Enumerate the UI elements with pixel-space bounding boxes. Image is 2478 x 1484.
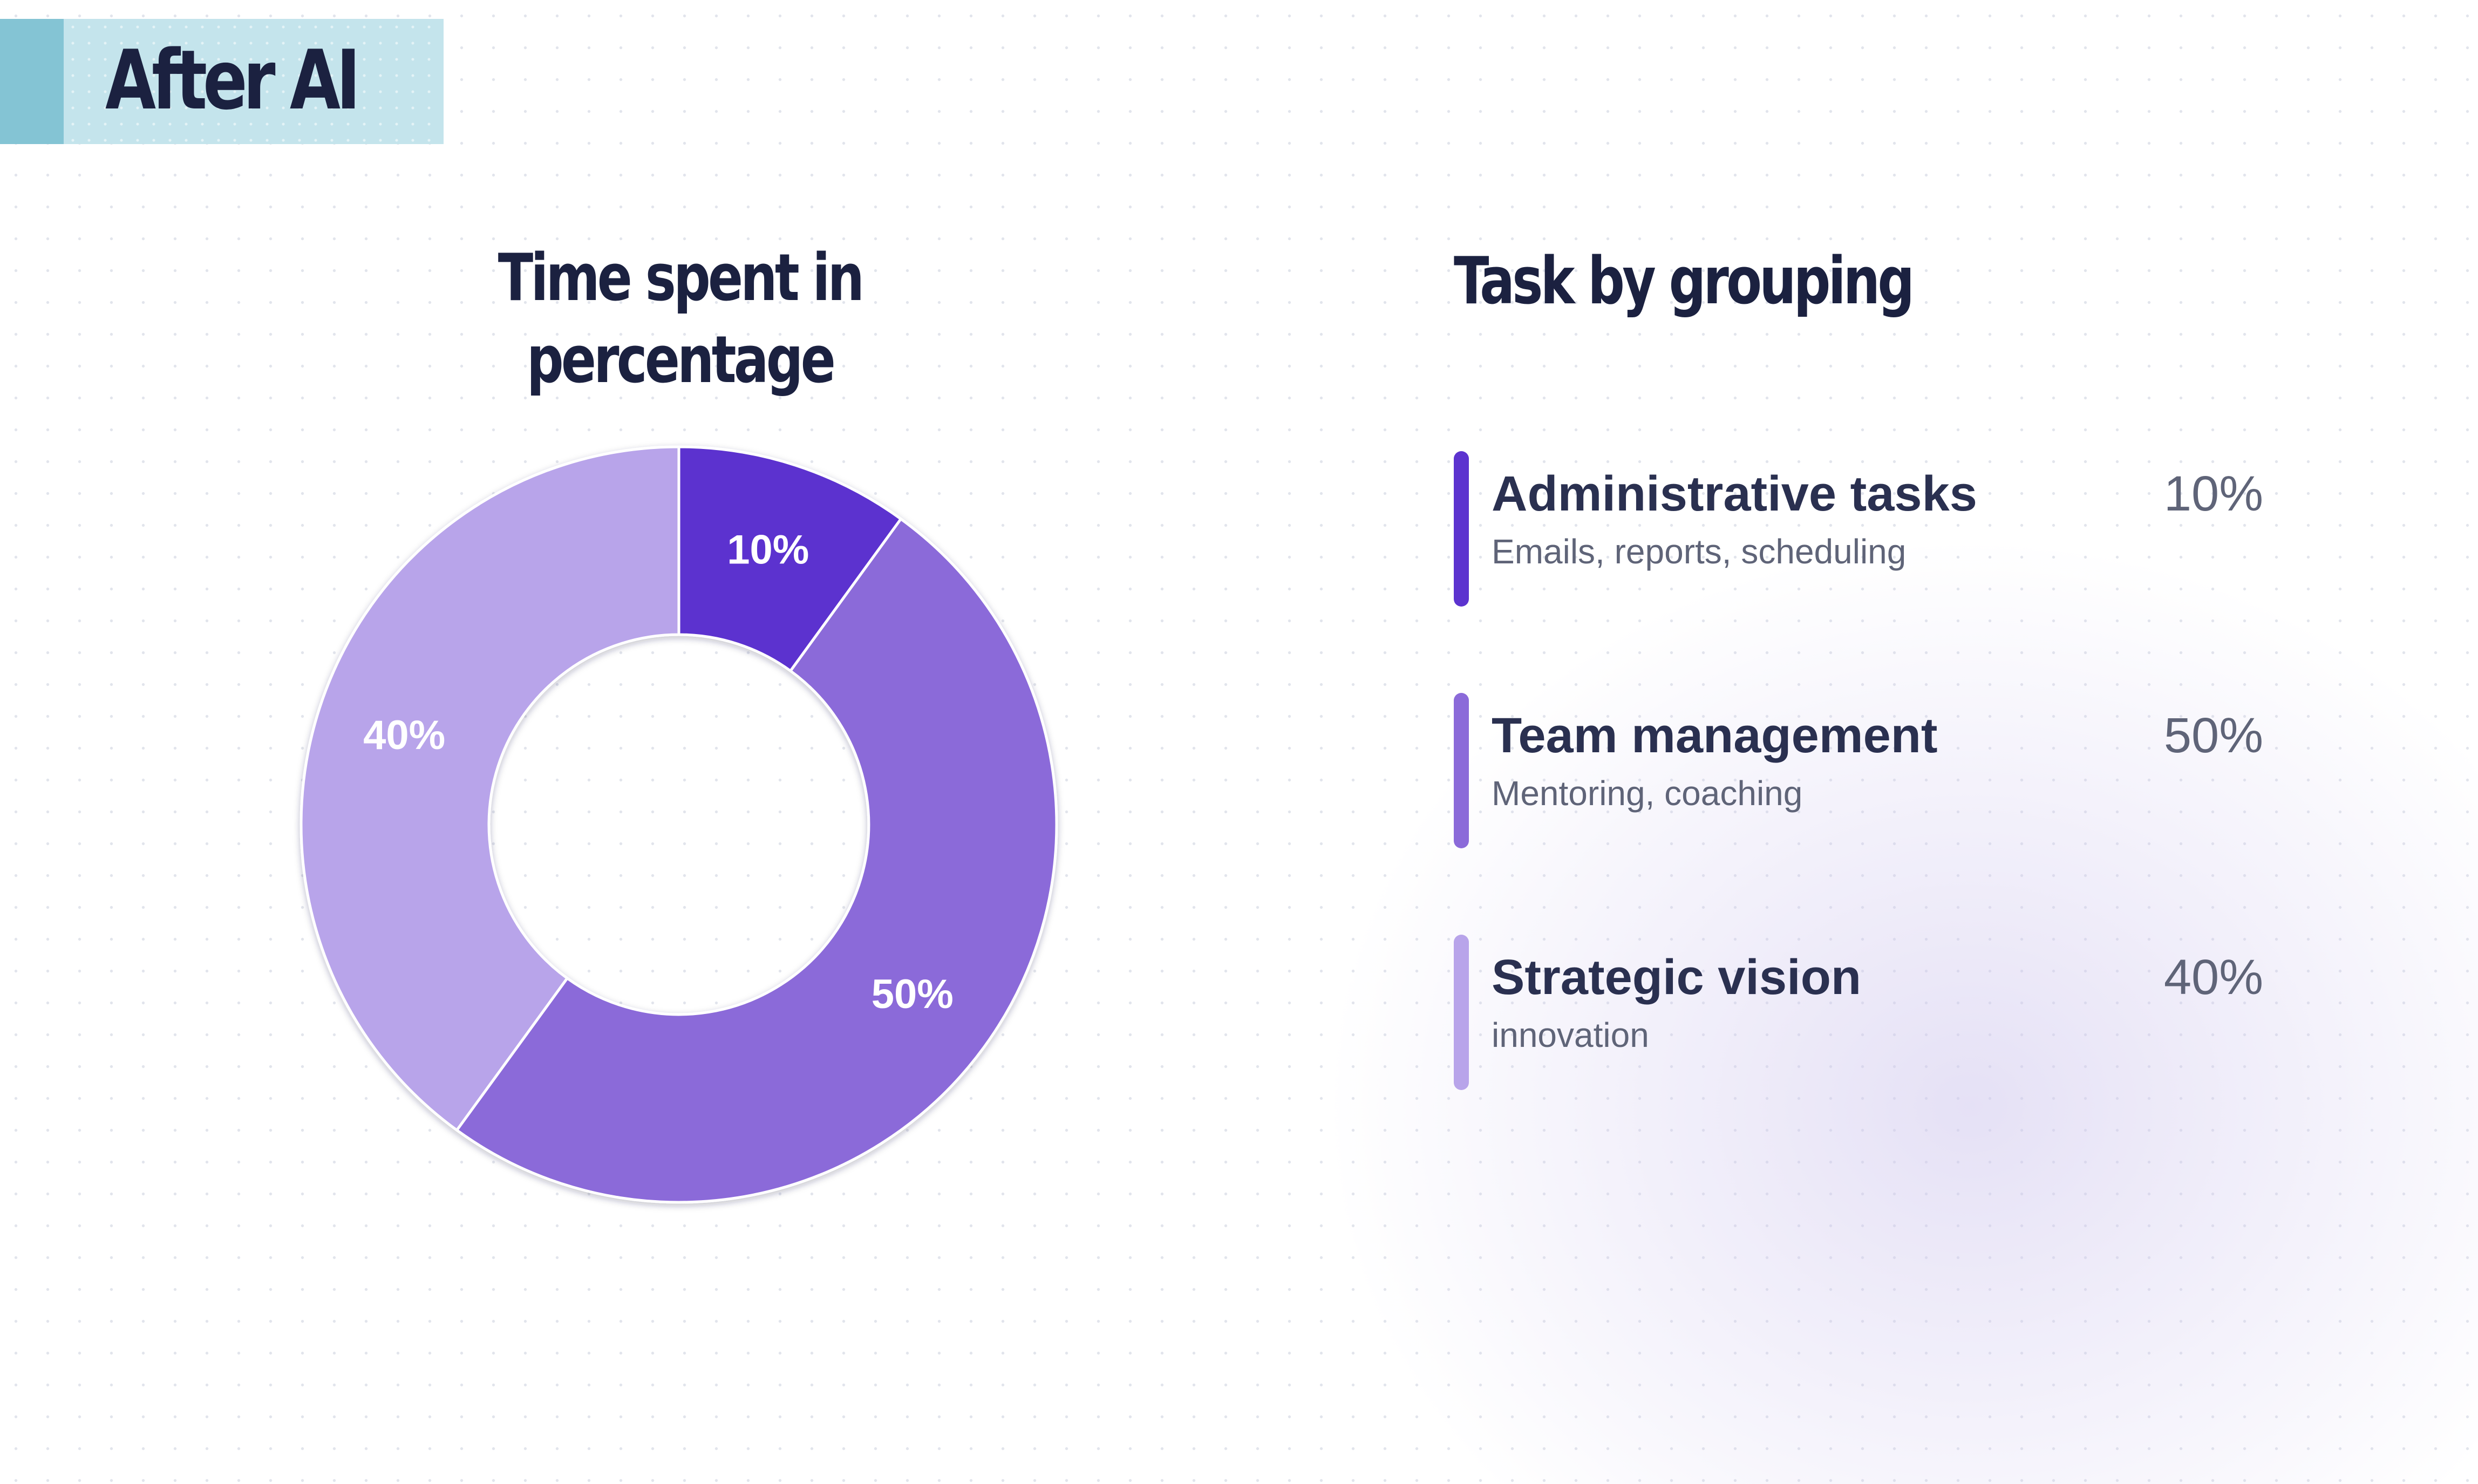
legend-item-value: 10%	[2163, 466, 2263, 521]
header-badge: After AI	[0, 19, 444, 144]
legend-title: Task by grouping	[1454, 244, 1915, 319]
legend-item-label: Administrative tasks	[1492, 466, 1977, 521]
donut-slice-strategic-vision	[299, 445, 680, 1132]
donut-data-label: 10%	[727, 527, 809, 573]
donut-data-label: 50%	[872, 971, 954, 1017]
chart-title: Time spent in percentage	[498, 241, 864, 398]
donut-data-label: 40%	[363, 712, 445, 758]
legend-item-value: 50%	[2163, 708, 2263, 763]
legend-item-strategic-vision: Strategic vision innovation 40%	[1454, 934, 2263, 1091]
legend-color-bar	[1454, 451, 1469, 607]
legend-item-description: Emails, reports, scheduling	[1492, 532, 1907, 571]
donut-slice-team-management	[455, 518, 1058, 1203]
legend-color-bar	[1454, 693, 1469, 848]
legend-item-label: Team management	[1492, 708, 1938, 763]
legend-item-value: 40%	[2163, 950, 2263, 1005]
donut-labels: 10% 50% 40%	[363, 527, 954, 1017]
legend-item-description: innovation	[1492, 1016, 1649, 1054]
donut-slices	[299, 445, 1058, 1203]
header-badge-stripe	[0, 19, 64, 144]
legend-item-description: Mentoring, coaching	[1492, 774, 1803, 813]
legend-color-bar	[1454, 935, 1469, 1090]
donut-slice-administrative-tasks	[677, 445, 902, 672]
page-title: After AI	[105, 32, 360, 128]
legend-item-administrative: Administrative tasks Emails, reports, sc…	[1454, 450, 2263, 608]
legend-item-label: Strategic vision	[1492, 950, 1862, 1005]
legend-item-team-management: Team management Mentoring, coaching 50%	[1454, 692, 2263, 849]
legend-list: Administrative tasks Emails, reports, sc…	[1454, 450, 2263, 1175]
